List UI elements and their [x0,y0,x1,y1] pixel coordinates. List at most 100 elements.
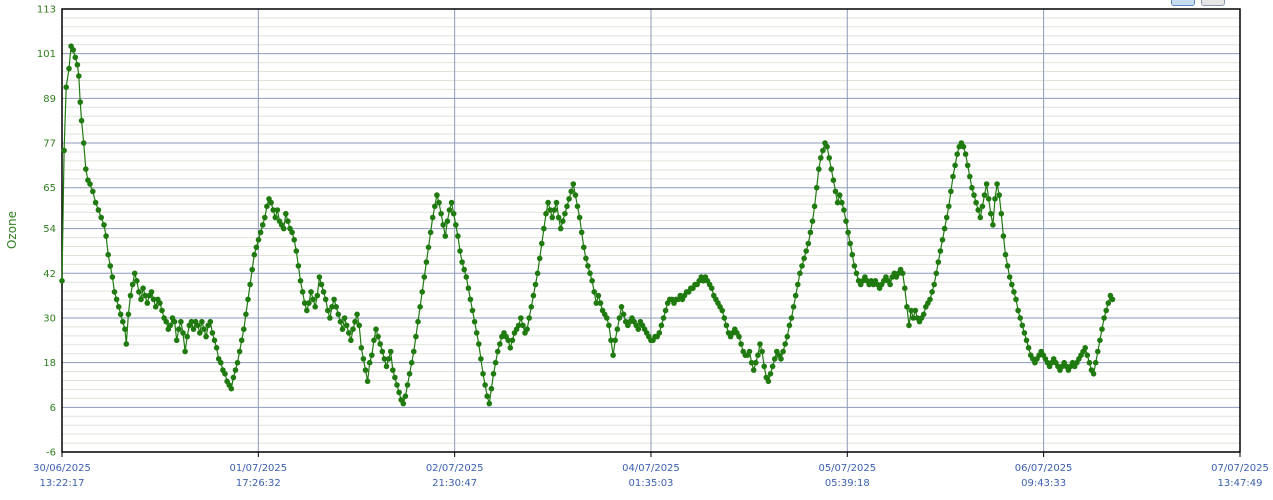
data-point [446,207,453,213]
data-point [547,207,553,213]
data-point [243,311,249,318]
data-point [413,333,419,340]
data-point [541,225,547,232]
x-tick-time: 13:47:49 [1218,478,1263,489]
data-point [484,393,491,400]
data-point [765,378,772,385]
data-point [356,322,363,329]
data-point [322,296,329,303]
data-point [1082,345,1088,351]
data-point [604,315,610,321]
data-point [350,326,356,333]
x-tick-time: 05:39:18 [825,478,870,489]
data-point [736,333,742,340]
data-point [904,304,910,310]
data-point [985,196,992,202]
data-point [990,222,996,228]
data-point [583,255,589,262]
data-point [406,371,413,377]
data-point [364,378,371,385]
data-point [383,363,390,370]
data-point [658,322,665,329]
data-point [910,315,916,321]
data-point [450,210,457,217]
data-point [159,307,165,314]
data-point [419,289,426,295]
data-point [723,322,730,329]
data-point [612,337,618,344]
data-point [274,207,281,213]
data-point [969,184,975,191]
data-point [366,359,373,366]
data-point [123,341,130,347]
zoom-toggle-button[interactable] [1171,0,1195,6]
data-point [597,300,604,306]
data-point [568,188,574,195]
data-point [199,318,205,325]
data-point [440,222,447,228]
data-point [543,210,549,217]
data-point [899,270,906,277]
data-point [432,203,438,210]
x-tick-date: 04/07/2025 [622,463,680,474]
data-point [801,255,807,262]
data-point [152,304,159,310]
data-point [505,337,512,344]
data-point [247,281,253,288]
x-tick-date: 02/07/2025 [426,463,484,474]
data-point [1015,307,1021,314]
data-point [757,341,763,347]
x-tick-time: 21:30:47 [432,478,477,489]
data-point [581,244,587,251]
data-point [167,322,174,329]
data-point [1000,233,1007,239]
data-point [748,359,755,366]
data-point [293,248,300,254]
data-point [939,237,946,243]
data-point [557,225,564,232]
data-point [515,322,522,329]
data-point [564,203,570,210]
data-point [971,192,977,198]
data-point [807,229,814,236]
data-point [753,359,759,366]
data-point [150,296,157,303]
data-point [358,345,365,351]
data-point [304,307,310,314]
data-point [218,359,224,366]
data-point [236,348,243,355]
data-point [851,263,858,269]
data-point [539,240,545,247]
data-point [291,237,298,243]
data-point [983,181,990,187]
data-point [228,385,235,392]
data-point [578,229,585,236]
data-point [421,274,428,280]
data-point [818,155,824,161]
data-point [371,337,377,344]
data-point [339,326,346,333]
data-point [780,348,786,355]
data-point [589,278,595,284]
data-point [755,352,761,359]
data-point [830,177,837,183]
data-point [660,315,667,321]
data-point [927,296,933,303]
data-point [325,307,331,314]
data-point [396,389,402,396]
data-point [408,359,415,366]
data-point [234,359,241,366]
data-point [270,207,277,213]
reset-toggle-button[interactable] [1201,0,1225,6]
data-point [268,199,274,206]
data-point [392,374,398,381]
data-point [381,356,388,362]
data-point [518,315,524,321]
data-point [610,352,616,359]
data-point [379,348,386,355]
data-point [335,311,342,318]
data-point [494,348,501,355]
data-point [1004,263,1011,269]
data-point [803,248,809,254]
